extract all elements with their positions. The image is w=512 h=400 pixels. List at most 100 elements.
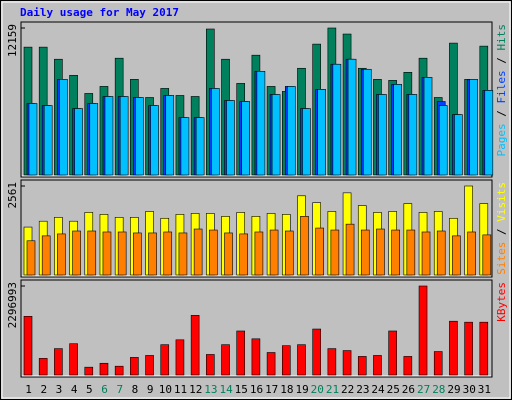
bar	[236, 330, 246, 376]
bar	[464, 321, 473, 376]
legend: KBytes	[495, 282, 508, 322]
x-tick-label: 17	[265, 383, 278, 396]
bar	[72, 230, 81, 276]
bar	[452, 235, 461, 276]
bar	[165, 95, 175, 176]
bar	[226, 100, 235, 176]
bar	[406, 229, 416, 276]
x-tick-label: 25	[387, 383, 400, 396]
bar	[23, 316, 33, 376]
bar	[133, 232, 142, 276]
bar	[104, 96, 114, 176]
bar	[342, 350, 352, 376]
bar	[362, 68, 372, 176]
bar	[99, 362, 109, 376]
x-tick-label: 27	[417, 383, 430, 396]
legend-separator: /	[495, 222, 508, 242]
x-tick-label: 30	[463, 383, 476, 396]
bar	[102, 231, 112, 276]
x-tick-label: 7	[116, 383, 123, 396]
bar	[43, 105, 53, 176]
bar	[135, 97, 144, 176]
bar	[269, 229, 279, 276]
bar	[376, 228, 385, 276]
legend-entry: Sites	[495, 242, 508, 275]
bar	[300, 216, 309, 276]
bar	[209, 229, 218, 276]
bar	[332, 63, 342, 176]
bar	[433, 351, 443, 376]
bar	[408, 94, 418, 176]
bar	[403, 356, 413, 376]
bar	[87, 230, 97, 276]
x-tick-label: 10	[159, 383, 172, 396]
bar	[224, 232, 233, 276]
bar	[438, 105, 448, 176]
x-tick-label: 18	[280, 383, 293, 396]
bar	[271, 94, 281, 176]
legend: Pages / Files / Hits	[495, 24, 508, 157]
bar	[84, 366, 94, 376]
bar	[421, 231, 431, 276]
bar	[26, 240, 36, 276]
bar	[41, 235, 51, 276]
legend-entry: Visits	[495, 182, 508, 222]
bar	[286, 86, 296, 176]
bar	[57, 233, 66, 276]
legend-separator: /	[495, 104, 508, 124]
bar	[281, 345, 291, 376]
bar	[119, 96, 129, 176]
bar	[195, 117, 205, 176]
bar	[38, 358, 48, 376]
bar	[345, 223, 355, 276]
bar	[150, 105, 159, 176]
x-tick-label: 29	[447, 383, 460, 396]
x-tick-label: 1	[25, 383, 32, 396]
bar	[317, 89, 326, 176]
bar	[347, 58, 357, 176]
legend-entry: Files	[495, 70, 508, 103]
bar	[251, 338, 261, 376]
bar	[145, 355, 154, 376]
legend: Sites / Visits	[495, 182, 508, 275]
bar	[266, 352, 276, 376]
bar	[190, 315, 200, 376]
bar	[254, 231, 264, 276]
bar	[284, 230, 294, 276]
x-tick-label: 13	[204, 383, 217, 396]
bar	[393, 84, 402, 176]
bar	[373, 355, 382, 376]
y-tick-label: 2561	[6, 182, 19, 209]
legend-entry: Pages	[495, 123, 508, 156]
bar	[357, 356, 367, 376]
bar	[467, 231, 476, 276]
x-tick-label: 3	[56, 383, 63, 396]
bar	[160, 344, 170, 376]
x-tick-label: 5	[86, 383, 93, 396]
legend-entry: KBytes	[495, 282, 508, 322]
x-tick-label: 21	[326, 383, 339, 396]
x-tick-label: 6	[101, 383, 108, 396]
y-tick-label: 2296993	[6, 282, 19, 328]
x-tick-label: 12	[189, 383, 202, 396]
bar	[241, 101, 251, 176]
bar	[114, 365, 124, 376]
bar	[211, 88, 220, 176]
bar	[315, 227, 324, 276]
bar	[239, 233, 249, 276]
bar	[479, 321, 489, 376]
x-tick-label: 4	[71, 383, 78, 396]
bar	[484, 90, 494, 176]
bar	[388, 330, 397, 376]
bar	[378, 94, 387, 176]
bar	[180, 117, 190, 176]
x-tick-label: 2	[40, 383, 47, 396]
bar	[256, 70, 266, 176]
bar	[330, 229, 340, 276]
bar	[221, 344, 230, 376]
bar	[297, 344, 306, 376]
x-tick-label: 22	[341, 383, 354, 396]
x-tick-label: 24	[371, 383, 385, 396]
bar	[302, 108, 311, 176]
